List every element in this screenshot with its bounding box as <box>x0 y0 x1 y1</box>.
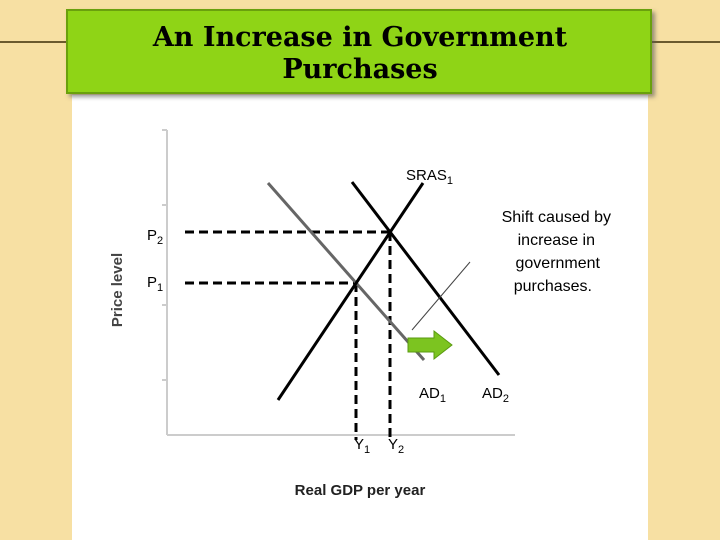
guides <box>185 230 392 440</box>
label-base: P <box>147 274 157 291</box>
annotation-line: purchases. <box>514 278 592 295</box>
x-axis-label: Real GDP per year <box>295 482 426 499</box>
label-base: AD <box>482 385 503 402</box>
leader-line <box>411 261 471 331</box>
sras-curve <box>276 182 425 401</box>
y2-label: Y2 <box>388 436 404 456</box>
ad1-curve <box>266 182 426 361</box>
y1-label: Y1 <box>354 436 370 456</box>
label-base: Y <box>354 436 364 453</box>
label-base: Y <box>388 436 398 453</box>
p1-label: P1 <box>147 274 163 294</box>
label-subscript: 2 <box>503 393 509 405</box>
annotation-line: increase in <box>518 232 595 249</box>
y-axis-label: Price level <box>109 253 126 327</box>
label-subscript: 1 <box>447 175 453 187</box>
ad2-label: AD2 <box>482 385 509 405</box>
label-base: SRAS <box>406 167 447 184</box>
title-line: An Increase in Government <box>152 22 568 53</box>
panel <box>72 95 648 540</box>
label-subscript: 1 <box>364 444 370 456</box>
label-subscript: 2 <box>398 444 404 456</box>
title-box <box>66 9 652 94</box>
shift-arrow <box>407 329 453 361</box>
label-base: AD <box>419 385 440 402</box>
ad1-label: AD1 <box>419 385 446 405</box>
annotation-line: government <box>516 255 601 272</box>
label-subscript: 1 <box>157 282 163 294</box>
label-subscript: 2 <box>157 235 163 247</box>
ad2-curve <box>350 181 501 376</box>
axes <box>162 129 515 436</box>
annotation-line: Shift caused by <box>502 209 611 226</box>
label-subscript: 1 <box>440 393 446 405</box>
label-base: P <box>147 227 157 244</box>
title-line: Purchases <box>282 54 437 85</box>
annotation: Shift caused by increase in government p… <box>502 209 611 295</box>
p2-label: P2 <box>147 227 163 247</box>
sras-label: SRAS1 <box>406 167 453 187</box>
